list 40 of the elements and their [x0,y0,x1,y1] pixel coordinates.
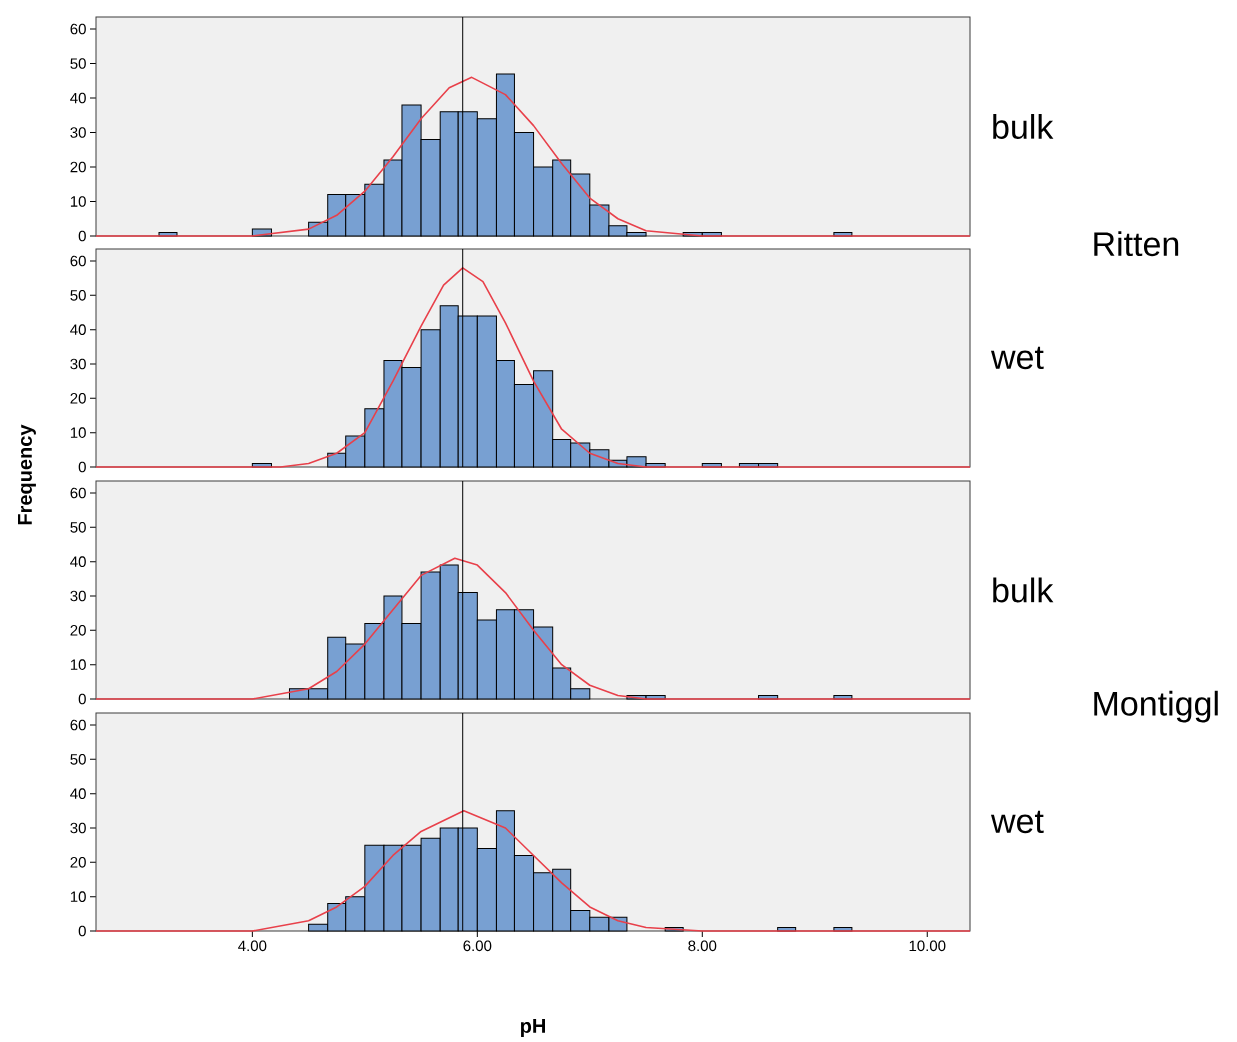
y-tick-label: 0 [78,693,86,705]
y-tick-label: 30 [70,590,86,602]
y-tick-label: 20 [70,625,86,636]
y-tick-label: 30 [70,358,86,370]
text: bulk [993,114,1054,139]
x-tick-label: 10.00 [909,940,946,952]
x-axis-title: pH [520,1019,545,1037]
text: bulk [993,577,1054,603]
x-tick-label: 4.00 [238,940,267,952]
text: Montiggl [1094,690,1218,723]
y-tick-label: 40 [70,324,86,335]
y-tick-label: 60 [70,487,86,499]
y-tick-label: 60 [70,255,86,267]
y-tick-label: 10 [70,427,86,438]
y-tick-label: 50 [70,522,86,533]
y-tick-label: 40 [70,788,86,799]
y-tick-label: 0 [78,230,86,242]
y-tick-label: 50 [70,290,86,301]
y-tick-label: 10 [70,196,86,207]
y-tick-label: 30 [70,127,86,138]
y-tick-label: 30 [70,822,86,834]
y-tick-label: 10 [70,891,86,902]
y-tick-label: 60 [70,23,86,35]
y-tick-label: 60 [70,719,86,731]
y-tick-label: 50 [70,58,86,69]
y-axis-title: Frequency [18,424,36,525]
x-tick-label: 6.00 [463,940,492,952]
x-tick-label: 8.00 [688,940,717,952]
y-tick-label: 50 [70,754,86,765]
y-tick-label: 0 [78,461,86,473]
y-tick-label: 10 [70,659,86,670]
text: wet [990,810,1044,834]
y-tick-label: 40 [70,92,86,104]
y-tick-label: 20 [70,857,86,868]
text: wet [990,346,1044,370]
text: Ritten [1094,231,1179,257]
y-tick-label: 20 [70,393,86,404]
y-tick-label: 40 [70,556,86,567]
y-tick-label: 0 [78,925,86,937]
y-tick-label: 20 [70,161,86,173]
